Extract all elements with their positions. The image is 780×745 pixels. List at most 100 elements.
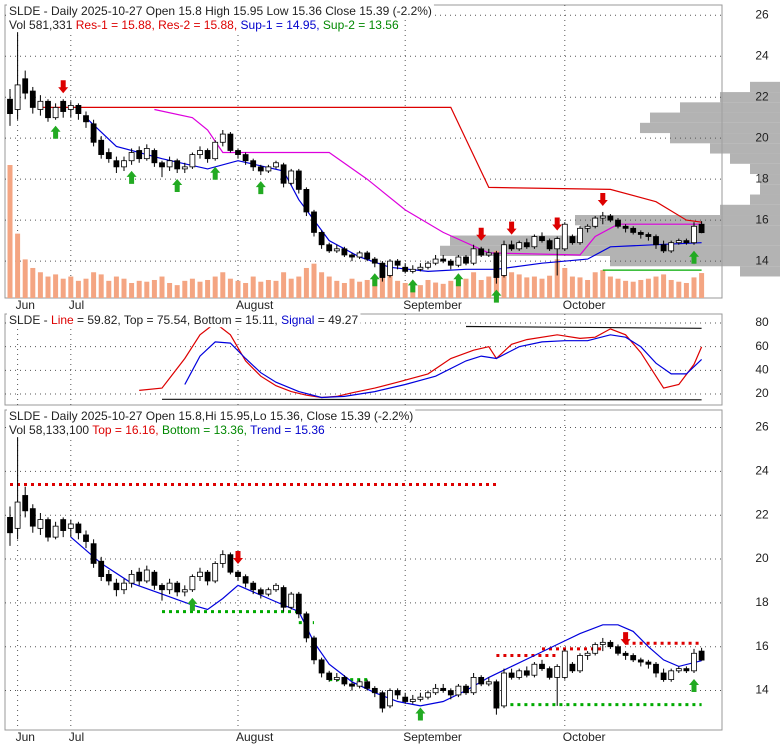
candle-body bbox=[440, 258, 447, 262]
candle-body bbox=[493, 252, 500, 278]
sell-arrow bbox=[233, 551, 243, 564]
candle-body bbox=[136, 571, 143, 582]
volume-bar bbox=[638, 279, 644, 298]
volume-bar bbox=[15, 233, 21, 298]
candle-body bbox=[250, 160, 257, 168]
candle-body bbox=[326, 672, 333, 680]
volume-profile-bar bbox=[580, 225, 780, 236]
candle-body bbox=[60, 519, 67, 531]
candle-body bbox=[531, 236, 538, 248]
sell-arrow bbox=[597, 192, 608, 206]
panel-header: SLDE - Daily 2025-10-27 Open 15.8 High 1… bbox=[9, 4, 432, 18]
volume-bar bbox=[167, 282, 173, 298]
volume-bar bbox=[524, 277, 530, 298]
candle-body bbox=[227, 133, 234, 151]
candle-body bbox=[683, 240, 690, 244]
candle-body bbox=[653, 663, 659, 674]
volume-bar bbox=[235, 280, 241, 298]
volume-bar bbox=[585, 279, 591, 298]
candle-body bbox=[295, 593, 302, 615]
header-text: Sup-1 = 14.95, bbox=[241, 18, 323, 32]
candle-body bbox=[371, 687, 378, 694]
volume-profile-bar bbox=[650, 112, 780, 123]
candle-body bbox=[455, 685, 462, 696]
header-text: = 49.27 bbox=[314, 313, 358, 327]
candle-body bbox=[463, 685, 469, 694]
candle-body bbox=[52, 107, 59, 119]
sell-arrow bbox=[620, 632, 631, 646]
volume-bar bbox=[577, 277, 583, 298]
volume-bar bbox=[547, 275, 553, 298]
volume-bar bbox=[288, 278, 294, 298]
volume-profile-bar bbox=[680, 102, 780, 113]
header-text: Vol 58,133,100 bbox=[9, 423, 92, 437]
buy-arrow bbox=[369, 273, 380, 287]
candle-body bbox=[485, 252, 492, 256]
indicator-line bbox=[161, 398, 702, 401]
header-text: SLDE - Daily 2025-10-27 Open 15.8,Hi 15.… bbox=[9, 409, 413, 423]
candle-body bbox=[288, 593, 295, 608]
indicator-line bbox=[154, 108, 702, 256]
candle-body bbox=[599, 215, 606, 219]
candle-body bbox=[37, 100, 44, 110]
candle-body bbox=[417, 266, 424, 270]
sell-arrow bbox=[506, 221, 517, 235]
volume-bar bbox=[615, 278, 621, 298]
candle-body bbox=[668, 670, 675, 680]
x-tick-label: August bbox=[236, 298, 274, 312]
volume-bar bbox=[486, 276, 492, 298]
y-tick-label: 40 bbox=[755, 362, 769, 376]
candle-body bbox=[303, 189, 310, 213]
candle-body bbox=[257, 166, 264, 172]
buy-arrow bbox=[255, 181, 266, 195]
volume-bar bbox=[220, 272, 226, 298]
candle-body bbox=[227, 554, 234, 573]
volume-profile-bar bbox=[670, 133, 780, 144]
candle-body bbox=[303, 613, 310, 639]
volume-bar bbox=[417, 285, 423, 298]
candle-body bbox=[7, 516, 13, 534]
candle-body bbox=[501, 244, 507, 276]
candle-body bbox=[592, 644, 599, 654]
volume-bar bbox=[645, 278, 651, 298]
candle-body bbox=[485, 681, 492, 685]
volume-profile-bar bbox=[710, 143, 780, 154]
volume-bar bbox=[174, 285, 180, 298]
volume-bar bbox=[562, 267, 568, 298]
volume-bar bbox=[372, 276, 378, 298]
candle-body bbox=[265, 166, 272, 172]
volume-profile-bar bbox=[750, 81, 780, 93]
header-text: Line bbox=[51, 313, 74, 327]
candle-body bbox=[29, 508, 36, 527]
volume-bar bbox=[455, 281, 461, 298]
buy-arrow bbox=[689, 250, 699, 264]
volume-bar bbox=[121, 278, 127, 298]
candle-body bbox=[455, 256, 462, 266]
candle-body bbox=[67, 523, 74, 529]
candle-body bbox=[166, 160, 173, 168]
x-tick-label: September bbox=[403, 730, 462, 744]
candle-body bbox=[181, 589, 188, 593]
candle-body bbox=[311, 637, 317, 661]
buy-arrow bbox=[415, 707, 426, 721]
candle-body bbox=[615, 646, 621, 654]
header-text: = 59.82, Top = 75.54, Bottom = 15.11, bbox=[74, 313, 281, 327]
volume-bar bbox=[433, 282, 439, 298]
volume-bar bbox=[463, 278, 469, 298]
candle-body bbox=[98, 139, 105, 155]
volume-bar bbox=[7, 165, 13, 298]
x-tick-label: October bbox=[563, 298, 606, 312]
buy-arrow bbox=[407, 279, 418, 293]
candle-body bbox=[668, 242, 675, 252]
candle-body bbox=[630, 655, 637, 661]
candle-body bbox=[181, 166, 188, 170]
candle-body bbox=[356, 252, 363, 258]
candle-body bbox=[318, 232, 325, 246]
candle-body bbox=[645, 661, 652, 665]
candle-body bbox=[356, 681, 363, 687]
volume-bar bbox=[273, 280, 279, 298]
y-tick-label: 24 bbox=[755, 464, 769, 478]
y-tick-label: 16 bbox=[755, 212, 769, 226]
volume-profile-bar bbox=[740, 266, 780, 277]
